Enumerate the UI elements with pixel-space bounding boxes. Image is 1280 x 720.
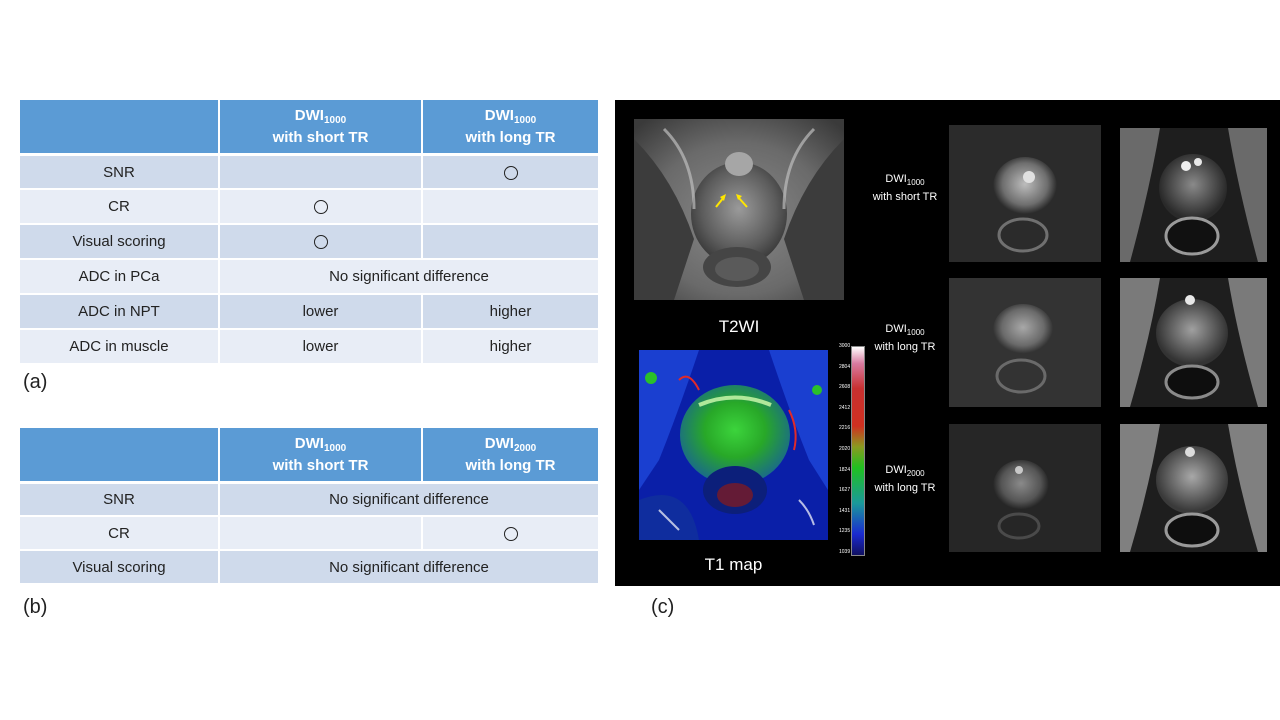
t2wi-image	[634, 119, 844, 300]
t1-map-image	[639, 350, 828, 540]
row-label: Visual scoring	[20, 549, 220, 583]
circle-mark-icon	[313, 200, 328, 215]
table-row: CR	[20, 188, 598, 223]
table-row: SNR	[20, 153, 598, 188]
dwi-row-label: DWI2000 with long TR	[860, 463, 950, 495]
cell-long-tr: higher	[423, 293, 598, 328]
cell-long-tr	[423, 153, 598, 188]
header-title: DWI	[294, 435, 324, 452]
row-label: Visual scoring	[20, 223, 220, 258]
table-row: Visual scoring No significant difference	[20, 549, 598, 583]
dwi-image	[949, 125, 1101, 262]
circle-mark-icon	[503, 526, 518, 541]
dwi-desc: with long TR	[874, 482, 936, 495]
header-empty-cell	[20, 428, 220, 481]
dwi-desc: with long TR	[874, 341, 936, 354]
colorbar-tick-label: 2804	[839, 363, 851, 370]
arrow-icon	[715, 194, 726, 208]
row-label: ADC in muscle	[20, 328, 220, 363]
adc-image	[1120, 278, 1267, 407]
header-subtitle: with short TR	[272, 129, 369, 146]
header-title: DWI	[294, 107, 324, 124]
cell-long-tr	[423, 223, 598, 258]
cell-short-tr	[220, 223, 423, 258]
colorbar-tick-label: 2608	[839, 384, 851, 391]
header-subtitle: with short TR	[272, 457, 369, 474]
table-row: Visual scoring	[20, 223, 598, 258]
dwi-subscript: 1000	[906, 178, 925, 188]
row-label: SNR	[20, 153, 220, 188]
cell-short-tr: lower	[220, 293, 423, 328]
colorbar-tick-label: 2216	[839, 425, 851, 432]
header-title: DWI	[484, 435, 514, 452]
panel-label-a: (a)	[23, 371, 48, 393]
header-subtitle: with long TR	[465, 457, 556, 474]
adc-image	[1120, 128, 1267, 262]
comparison-table-a: DWI1000 with short TR DWI1000 with long …	[20, 100, 598, 363]
arrow-icon	[736, 194, 748, 208]
header-subtitle: with long TR	[465, 129, 556, 146]
dwi-image	[949, 278, 1101, 407]
circle-mark-icon	[313, 235, 328, 250]
colorbar-tick-label: 1039	[839, 549, 851, 555]
cell-short-tr	[220, 515, 423, 549]
table-row: CR	[20, 515, 598, 549]
header-dwi-long-tr: DWI1000 with long TR	[423, 100, 598, 153]
dwi-row-label: DWI1000 with short TR	[860, 172, 950, 204]
dwi-image	[949, 424, 1101, 552]
dwi-desc: with short TR	[872, 191, 938, 204]
cell-merged: No significant difference	[220, 549, 598, 583]
circle-mark-icon	[503, 165, 518, 180]
colorbar-tick-label: 3000	[839, 343, 851, 349]
panel-label-c: (c)	[651, 596, 675, 618]
t2wi-caption: T2WI	[718, 317, 760, 336]
header-subscript: 1000	[323, 115, 347, 126]
cell-short-tr: lower	[220, 328, 423, 363]
colorbar-tick-label: 2412	[839, 404, 851, 411]
row-label: ADC in NPT	[20, 293, 220, 328]
comparison-table-b: DWI1000 with short TR DWI2000 with long …	[20, 428, 598, 583]
mri-figure-panel: T2WI T1 map	[615, 100, 1280, 586]
colorbar-tick-label: 1824	[839, 466, 851, 473]
cell-short-tr	[220, 188, 423, 223]
cell-merged: No significant difference	[220, 481, 598, 515]
cell-short-tr	[220, 153, 423, 188]
colorbar-tick-label: 2020	[839, 446, 851, 452]
row-label: ADC in PCa	[20, 258, 220, 293]
header-subscript: 2000	[513, 443, 537, 454]
adc-image	[1120, 424, 1267, 552]
cell-long-tr: higher	[423, 328, 598, 363]
row-label: CR	[20, 515, 220, 549]
dwi-prefix: DWI	[885, 173, 907, 185]
cell-long-tr	[423, 515, 598, 549]
row-label: CR	[20, 188, 220, 223]
header-dwi-short-tr: DWI1000 with short TR	[220, 428, 423, 481]
table-row: ADC in NPT lower higher	[20, 293, 598, 328]
dwi-subscript: 1000	[906, 328, 925, 338]
table-row: ADC in PCa No significant difference	[20, 258, 598, 293]
dwi-prefix: DWI	[885, 464, 907, 476]
cell-merged: No significant difference	[220, 258, 598, 293]
dwi-row-label: DWI1000 with long TR	[860, 322, 950, 354]
header-empty-cell	[20, 100, 220, 153]
panel-label-b: (b)	[23, 596, 48, 618]
header-subscript: 1000	[323, 443, 347, 454]
t1-colorbar	[851, 346, 865, 556]
row-label: SNR	[20, 481, 220, 515]
table-row: ADC in muscle lower higher	[20, 328, 598, 363]
colorbar-tick-label: 1235	[839, 528, 851, 535]
table-row: SNR No significant difference	[20, 481, 598, 515]
cell-long-tr	[423, 188, 598, 223]
header-subscript: 1000	[513, 115, 537, 126]
colorbar-tick-label: 1627	[839, 487, 851, 494]
dwi-prefix: DWI	[885, 323, 907, 335]
colorbar-tick-label: 1431	[839, 507, 851, 514]
dwi-subscript: 2000	[906, 469, 925, 479]
header-title: DWI	[484, 107, 514, 124]
header-dwi-short-tr: DWI1000 with short TR	[220, 100, 423, 153]
t1-map-caption: T1 map	[704, 555, 763, 574]
header-dwi-long-tr: DWI2000 with long TR	[423, 428, 598, 481]
